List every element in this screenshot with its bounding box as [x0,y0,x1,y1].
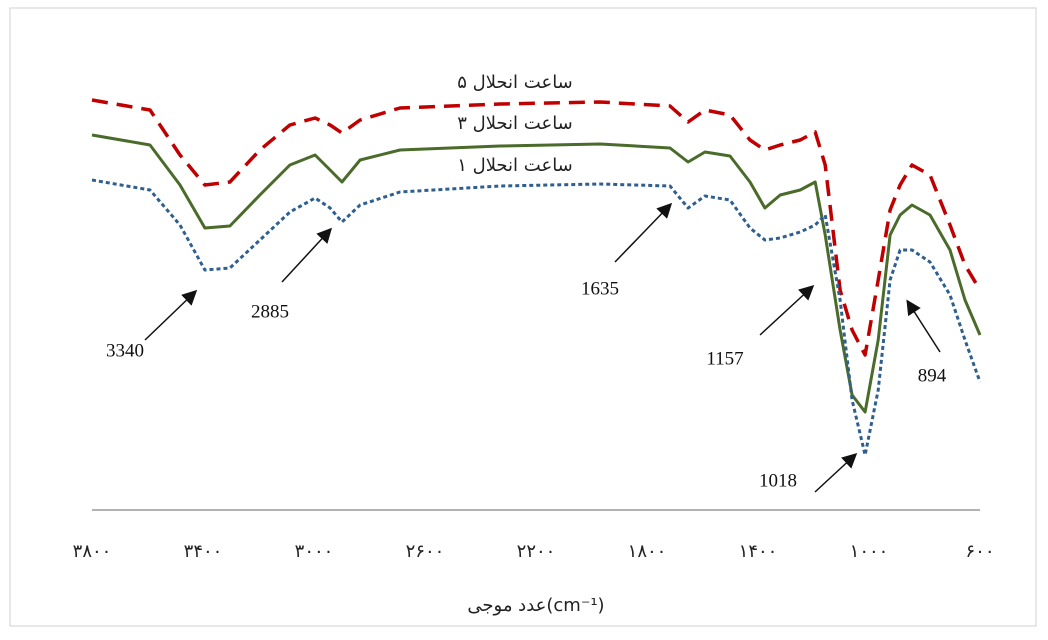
x-tick-label: ۱۸۰۰ [628,541,667,562]
series-label: ۱ ساعت انحلال [457,155,573,176]
spectrum-line [91,133,982,414]
annotation-arrow [144,289,198,341]
frame [9,7,1037,627]
annotation: 894 [918,365,947,386]
x-tick-label: ۲۶۰۰ [406,541,445,562]
x-tick-label: ۳۰۰۰ [295,541,334,562]
annotation: 1018 [759,470,797,491]
annotation-arrow [814,452,858,493]
annotation-arrow [759,284,815,336]
series-label: ۵ ساعت انحلال [457,72,573,93]
annotation-arrow [614,202,673,263]
annotation: 2885 [251,301,289,322]
x-tick-label: ۱۰۰۰ [850,541,889,562]
annotation-arrow [906,299,941,353]
x-tick-label: ۱۴۰۰ [739,541,778,562]
x-tick-label: ۳۴۰۰ [184,541,223,562]
x-tick-label: ۶۰۰ [965,541,994,562]
annotation: 1157 [706,348,743,369]
x-tick-label: ۳۸۰۰ [73,541,112,562]
spectrum-line [91,98,982,357]
annotation: 3340 [106,340,144,361]
x-tick-label: ۲۲۰۰ [517,541,556,562]
annotation-arrow [281,227,333,283]
annotation: 1635 [581,278,619,299]
series-label: ۳ ساعت انحلال [457,113,573,134]
x-axis-label: عدد موجی(cm⁻¹) [467,595,604,616]
spectrum-line [91,178,982,457]
